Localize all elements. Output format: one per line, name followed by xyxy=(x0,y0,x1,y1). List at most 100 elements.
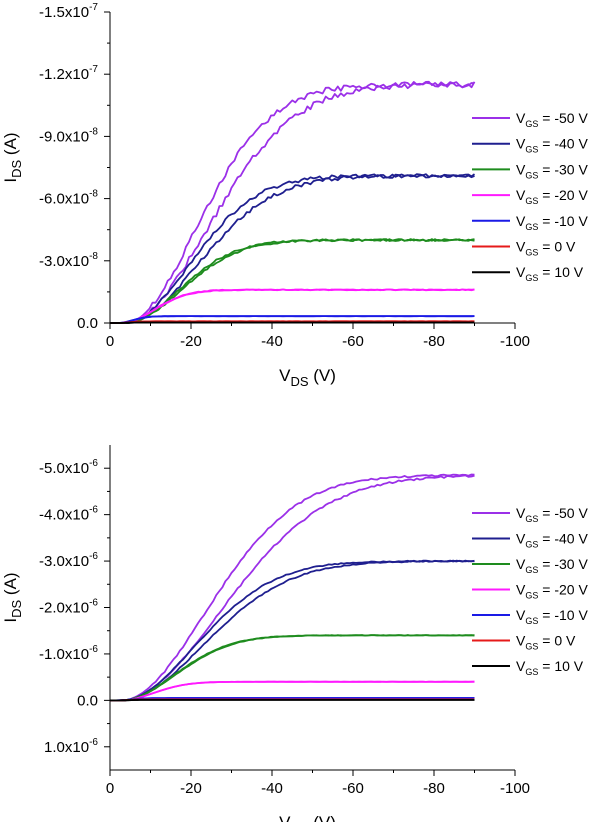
legend-label-text: = -20 V xyxy=(538,187,588,203)
y-tick-mantissa: -6.0x10 xyxy=(39,191,89,208)
series-line-4-reverse xyxy=(110,680,475,702)
series-line-5-reverse xyxy=(110,697,475,702)
x-axis-label-sub: DS xyxy=(290,374,308,389)
legend-label-v: V xyxy=(516,633,526,649)
series-line-3-forward xyxy=(110,634,475,702)
series-line-2-reverse xyxy=(110,173,475,324)
y-tick-exponent: -6 xyxy=(89,598,98,609)
x-axis-label-unit: (V) xyxy=(309,813,336,822)
series-line-4-reverse xyxy=(110,288,475,324)
y-tick-exponent: -6 xyxy=(89,644,98,655)
y-tick-exponent: -8 xyxy=(89,189,98,200)
y-tick-label: -3.0x10-8 xyxy=(39,251,98,270)
legend-label-v: V xyxy=(516,658,526,674)
legend-label: VGS = 10 V xyxy=(516,658,584,677)
legend-label: VGS = 0 V xyxy=(516,633,576,652)
legend-label-text: = -20 V xyxy=(538,582,588,598)
y-tick-label: -9.0x10-8 xyxy=(39,126,98,145)
legend-label-text: = 10 V xyxy=(538,264,583,280)
legend-label-v: V xyxy=(516,136,526,152)
y-tick-label: -1.0x10-6 xyxy=(39,644,98,663)
legend-label-sub: GS xyxy=(525,273,538,283)
y-tick-mantissa: -1.2x10 xyxy=(39,66,89,83)
legend-label-text: = 10 V xyxy=(538,658,583,674)
y-axis-label: IDS (A) xyxy=(1,132,24,182)
series-line-1-reverse xyxy=(110,81,475,324)
y-axis-label-unit: (A) xyxy=(1,572,20,599)
x-tick-label: -40 xyxy=(261,780,283,797)
legend-label-sub: GS xyxy=(525,119,538,129)
series-line-3-reverse xyxy=(110,238,475,324)
legend-label-sub: GS xyxy=(525,540,538,550)
legend-label-v: V xyxy=(516,239,526,255)
y-tick-mantissa: -1.5x10 xyxy=(39,4,89,21)
legend-label-sub: GS xyxy=(525,642,538,652)
legend-label: VGS = -50 V xyxy=(516,505,588,524)
chart-panel-2: 0 -20 -40 -60 -80 -1001.0x10-60.0-1.0x10-6-2.… xyxy=(1,445,588,822)
legend-label-text: = -10 V xyxy=(538,607,588,623)
legend-label-text: = -30 V xyxy=(538,556,588,572)
y-tick-mantissa: -4.0x10 xyxy=(39,507,89,524)
series-line-4-forward xyxy=(110,288,475,324)
y-tick-exponent: -6 xyxy=(89,458,98,469)
legend-label-text: = -40 V xyxy=(538,136,588,152)
legend-label-sub: GS xyxy=(525,667,538,677)
y-axis-label-unit: (A) xyxy=(1,132,20,159)
y-tick-exponent: -7 xyxy=(89,2,98,13)
series-line-2-forward xyxy=(110,173,476,324)
legend-label-v: V xyxy=(516,582,526,598)
series-line-6-reverse xyxy=(110,320,475,324)
y-tick-mantissa: -9.0x10 xyxy=(39,128,89,145)
series-line-3-forward xyxy=(110,238,475,324)
y-tick-label: -2.0x10-6 xyxy=(39,598,98,617)
legend-label-text: = -50 V xyxy=(538,110,588,126)
x-axis-label-unit: (V) xyxy=(309,366,336,385)
x-axis-label-main: V xyxy=(279,366,291,385)
legend-label-text: = 0 V xyxy=(538,239,576,255)
y-tick-mantissa: -2.0x10 xyxy=(39,600,89,617)
legend-label-sub: GS xyxy=(525,145,538,155)
y-tick-mantissa: 0.0 xyxy=(77,692,98,709)
legend-label-v: V xyxy=(516,531,526,547)
legend-label: VGS = -20 V xyxy=(516,582,588,601)
x-tick-label: -80 xyxy=(423,780,445,797)
legend-label-text: = -10 V xyxy=(538,213,588,229)
y-tick-exponent: -6 xyxy=(89,505,98,516)
y-tick-label: 1.0x10-6 xyxy=(44,737,98,756)
x-tick-label: -100 xyxy=(500,780,530,797)
y-tick-mantissa: -3.0x10 xyxy=(39,553,89,570)
legend-label-sub: GS xyxy=(525,196,538,206)
legend-label: VGS = 10 V xyxy=(516,264,584,283)
y-axis-label-sub: DS xyxy=(9,159,24,177)
chart-panel-1: 0 -20 -40 -60 -80 -1000.0-3.0x10-8-6.0x10-8-9… xyxy=(1,2,588,389)
legend-label: VGS = -40 V xyxy=(516,531,588,550)
y-axis-label-sub: DS xyxy=(9,599,24,617)
x-axis-label: VDS (V) xyxy=(279,813,336,822)
legend-label: VGS = 0 V xyxy=(516,239,576,258)
legend-label-v: V xyxy=(516,556,526,572)
x-tick-label: -100 xyxy=(500,333,530,350)
series-line-5-reverse xyxy=(110,315,475,324)
legend-label: VGS = -30 V xyxy=(516,161,588,180)
y-tick-exponent: -6 xyxy=(89,737,98,748)
y-axis-label-main: I xyxy=(1,618,20,623)
legend-label-text: = -40 V xyxy=(538,531,588,547)
series-line-3-reverse xyxy=(110,634,475,702)
series-line-1-reverse xyxy=(110,474,475,702)
y-axis-label-main: I xyxy=(1,178,20,183)
x-tick-label: -20 xyxy=(180,333,202,350)
x-axis-label-main: V xyxy=(279,813,291,822)
legend-label-text: = -50 V xyxy=(538,505,588,521)
legend-label: VGS = -10 V xyxy=(516,607,588,626)
y-tick-mantissa: -5.0x10 xyxy=(39,460,89,477)
x-axis-label: VDS (V) xyxy=(279,366,336,389)
y-tick-exponent: -6 xyxy=(89,551,98,562)
legend-label-v: V xyxy=(516,607,526,623)
y-tick-exponent: -8 xyxy=(89,126,98,137)
legend-label: VGS = -30 V xyxy=(516,556,588,575)
x-tick-label: -80 xyxy=(423,333,445,350)
series-line-1-forward xyxy=(110,80,476,324)
legend-label-v: V xyxy=(516,161,526,177)
legend-label: VGS = -10 V xyxy=(516,213,588,232)
legend-label-v: V xyxy=(516,110,526,126)
